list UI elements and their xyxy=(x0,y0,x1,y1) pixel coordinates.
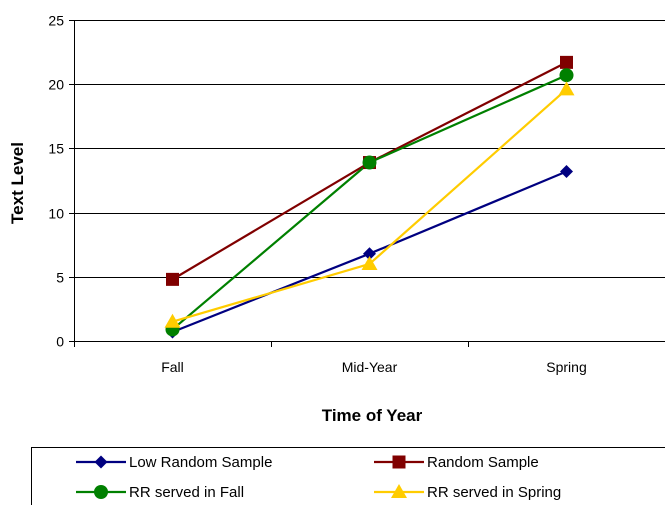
y-axis-title: Text Level xyxy=(8,142,27,224)
y-tick-label: 15 xyxy=(48,141,64,157)
series-line xyxy=(171,61,567,281)
y-tick-label: 20 xyxy=(48,77,64,93)
y-tick-labels: 0 5 10 15 20 25 xyxy=(48,13,64,350)
data-point xyxy=(164,313,181,328)
data-point xyxy=(560,55,573,69)
y-tick-label: 25 xyxy=(48,13,64,29)
data-point xyxy=(558,81,575,96)
data-point xyxy=(363,247,376,261)
y-tick-label: 5 xyxy=(56,270,64,286)
legend-swatch-marker xyxy=(392,455,406,469)
legend: Low Random Sample Random Sample RR served … xyxy=(31,447,665,505)
legend-box xyxy=(31,447,665,505)
data-point xyxy=(362,155,377,170)
data-point xyxy=(166,272,179,286)
legend-items: Low Random Sample Random Sample RR served … xyxy=(76,454,561,501)
data-point xyxy=(361,255,378,270)
data-point xyxy=(560,165,573,179)
x-tick-label: Mid-Year xyxy=(342,359,398,375)
x-axis-title: Time of Year xyxy=(322,406,423,425)
y-tick-label: 0 xyxy=(56,334,64,350)
x-tick-labels: Fall Mid-Year Spring xyxy=(161,359,587,375)
series-markers xyxy=(164,55,575,339)
legend-label: Low Random Sample xyxy=(129,454,272,471)
legend-label: Random Sample xyxy=(427,454,539,471)
x-tick-label: Fall xyxy=(161,359,184,375)
y-tick-label: 10 xyxy=(48,206,64,222)
axes xyxy=(69,20,665,347)
legend-swatch-marker xyxy=(94,455,108,469)
data-point xyxy=(559,68,574,83)
legend-swatch-marker xyxy=(391,484,407,498)
legend-label: RR served in Spring xyxy=(427,484,561,501)
gridlines xyxy=(74,20,665,278)
legend-swatch-marker xyxy=(94,485,108,499)
x-tick-label: Spring xyxy=(546,359,586,375)
series-lines xyxy=(171,61,568,334)
series-line xyxy=(172,88,568,323)
legend-label: RR served in Fall xyxy=(129,484,244,501)
series-line xyxy=(171,74,567,331)
